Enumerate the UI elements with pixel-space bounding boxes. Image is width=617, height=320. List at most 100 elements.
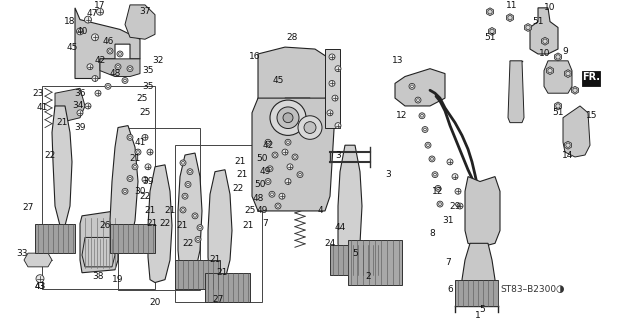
Circle shape — [269, 191, 275, 197]
Circle shape — [189, 170, 191, 173]
Circle shape — [117, 65, 119, 68]
Circle shape — [424, 128, 426, 131]
Circle shape — [147, 149, 153, 155]
Circle shape — [197, 238, 199, 241]
Text: 51: 51 — [532, 17, 544, 26]
Text: 16: 16 — [249, 52, 261, 61]
Circle shape — [434, 173, 436, 176]
Polygon shape — [178, 153, 202, 275]
Text: 19: 19 — [112, 275, 124, 284]
Circle shape — [283, 113, 293, 123]
Circle shape — [109, 50, 111, 52]
Text: 23: 23 — [32, 89, 44, 98]
Polygon shape — [542, 37, 549, 45]
Text: 51: 51 — [552, 108, 564, 117]
Circle shape — [437, 187, 439, 190]
Circle shape — [187, 169, 193, 175]
Circle shape — [437, 201, 443, 207]
Circle shape — [279, 193, 285, 199]
Text: 35: 35 — [143, 82, 154, 91]
Circle shape — [107, 48, 113, 54]
Text: 49: 49 — [256, 206, 268, 215]
Polygon shape — [547, 67, 553, 75]
Polygon shape — [565, 70, 571, 77]
Circle shape — [329, 80, 335, 86]
Text: 6: 6 — [447, 285, 453, 294]
Circle shape — [105, 84, 111, 89]
Polygon shape — [35, 224, 75, 253]
Circle shape — [429, 156, 435, 162]
Circle shape — [277, 107, 299, 129]
Polygon shape — [524, 24, 531, 31]
Circle shape — [107, 85, 109, 88]
Circle shape — [134, 165, 136, 168]
Text: ST83–B2300: ST83–B2300 — [500, 285, 556, 294]
Circle shape — [267, 141, 270, 144]
Circle shape — [136, 151, 139, 153]
Polygon shape — [80, 211, 118, 273]
Circle shape — [123, 79, 126, 82]
Circle shape — [265, 139, 271, 145]
Circle shape — [294, 156, 296, 158]
Polygon shape — [330, 245, 380, 275]
Circle shape — [329, 54, 335, 60]
Polygon shape — [175, 260, 220, 289]
Circle shape — [271, 193, 273, 196]
Text: 39: 39 — [143, 177, 154, 186]
Text: 49: 49 — [259, 167, 271, 176]
Polygon shape — [110, 224, 155, 253]
Circle shape — [304, 122, 316, 133]
Text: 14: 14 — [562, 150, 574, 159]
Polygon shape — [52, 106, 72, 226]
Circle shape — [197, 225, 203, 231]
Polygon shape — [487, 8, 494, 16]
Circle shape — [85, 16, 91, 23]
Text: 7: 7 — [445, 259, 451, 268]
Text: 11: 11 — [507, 1, 518, 10]
Circle shape — [127, 66, 133, 72]
Text: 22: 22 — [233, 184, 244, 193]
Circle shape — [409, 84, 415, 89]
Polygon shape — [395, 69, 445, 106]
Circle shape — [287, 164, 293, 170]
Text: 32: 32 — [152, 56, 164, 65]
Circle shape — [298, 116, 322, 139]
Text: 18: 18 — [64, 17, 76, 26]
Text: 27: 27 — [212, 295, 224, 304]
Circle shape — [432, 172, 438, 178]
Polygon shape — [208, 170, 232, 283]
Text: 13: 13 — [392, 56, 404, 65]
Text: 36: 36 — [74, 89, 86, 98]
Text: 3: 3 — [385, 170, 391, 179]
Text: 26: 26 — [99, 221, 110, 230]
Text: 31: 31 — [442, 216, 453, 225]
Circle shape — [36, 275, 44, 283]
Circle shape — [127, 134, 133, 140]
Text: 50: 50 — [254, 180, 266, 189]
Text: 21: 21 — [130, 155, 141, 164]
Circle shape — [452, 174, 458, 180]
Circle shape — [275, 203, 281, 209]
Text: 21: 21 — [217, 268, 228, 277]
Circle shape — [77, 28, 83, 35]
Circle shape — [95, 90, 101, 96]
Polygon shape — [82, 237, 115, 267]
Text: 48: 48 — [252, 194, 263, 203]
Text: 20: 20 — [149, 298, 160, 307]
Circle shape — [117, 51, 123, 57]
Circle shape — [455, 188, 461, 194]
Circle shape — [267, 180, 270, 183]
Polygon shape — [125, 5, 155, 39]
Text: 21: 21 — [164, 206, 176, 215]
Polygon shape — [338, 145, 362, 265]
Text: 27: 27 — [22, 204, 34, 212]
Text: 25: 25 — [139, 108, 151, 117]
Circle shape — [182, 193, 188, 199]
Circle shape — [192, 213, 198, 219]
Text: 43: 43 — [35, 282, 46, 291]
Text: 44: 44 — [334, 223, 346, 232]
Text: 35: 35 — [143, 66, 154, 75]
Circle shape — [87, 64, 93, 70]
Text: 1: 1 — [475, 311, 481, 320]
Circle shape — [416, 99, 420, 101]
